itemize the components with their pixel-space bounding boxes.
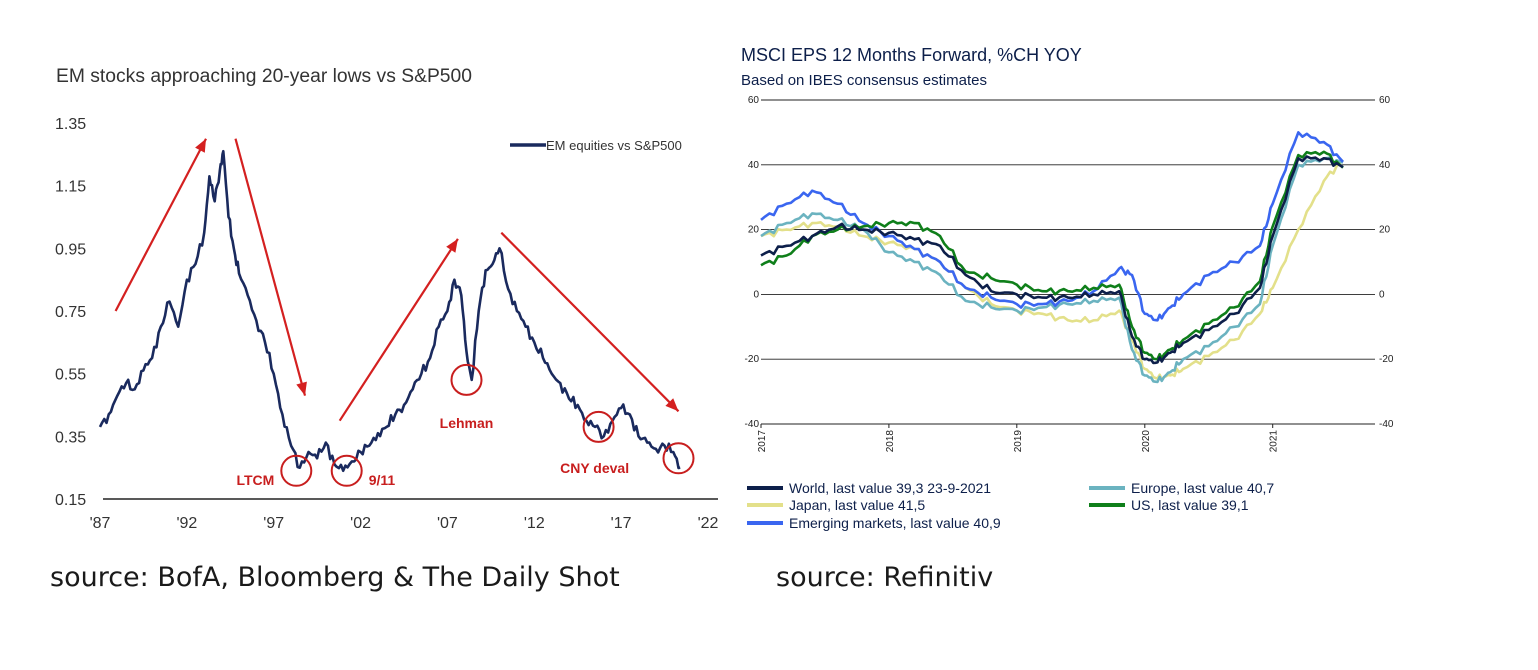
annotation-label: CNY deval: [560, 460, 629, 476]
legend-label: Emerging markets, last value 40,9: [789, 515, 1001, 531]
x-tick-label: 2021: [1269, 430, 1280, 453]
legend-item: World, last value 39,3 23-9-2021: [747, 480, 991, 496]
y-tick-label: 20: [1379, 225, 1391, 236]
y-tick-label: 60: [748, 95, 760, 106]
annotation-circle: [662, 442, 695, 475]
chart-title: MSCI EPS 12 Months Forward, %CH YOY: [741, 45, 1082, 65]
legend-item: Japan, last value 41,5: [747, 497, 925, 513]
trend-arrow: [500, 231, 680, 413]
em-vs-sp500-chart: EM stocks approaching 20-year lows vs S&…: [55, 66, 719, 532]
chart-subtitle: Based on IBES consensus estimates: [741, 72, 987, 89]
annotation-circle: [582, 410, 615, 443]
y-tick-label: -20: [1379, 354, 1394, 365]
x-tick-label: 2018: [885, 430, 896, 453]
msci-eps-chart: MSCI EPS 12 Months Forward, %CH YOY Base…: [741, 45, 1394, 531]
y-tick-label: -20: [745, 354, 760, 365]
legend-label: Europe, last value 40,7: [1131, 480, 1274, 496]
series-lines: [98, 149, 681, 473]
x-axis-ticks: 2017 2018 2019 2020 2021: [757, 424, 1280, 452]
x-tick-label: '97: [263, 515, 284, 532]
annotation-label: Lehman: [440, 415, 494, 431]
y-tick-label: 0.55: [55, 367, 86, 384]
legend-item: US, last value 39,1: [1089, 497, 1249, 513]
trend-arrow: [338, 238, 459, 422]
annotation-label: LTCM: [236, 472, 274, 488]
series-line: [760, 131, 1344, 322]
annotation-circle: [330, 454, 363, 487]
y-axis-ticks: 1.35 1.15 0.95 0.75 0.55 0.35 0.15: [55, 116, 86, 509]
x-tick-label: '07: [437, 515, 458, 532]
x-tick-label: '17: [611, 515, 632, 532]
y-tick-label: 1.15: [55, 179, 86, 196]
chart-title: EM stocks approaching 20-year lows vs S&…: [56, 66, 472, 87]
y-tick-label: -40: [745, 419, 760, 430]
x-tick-label: 2019: [1013, 430, 1024, 453]
series-line: [760, 158, 1344, 382]
legend-label: EM equities vs S&P500: [546, 138, 682, 153]
x-tick-label: '22: [698, 515, 719, 532]
y-axis-ticks-right: 60 40 20 0 -20 -40: [1379, 95, 1394, 430]
x-axis-ticks: '87 '92 '97 '02 '07 '12 '17 '22: [90, 515, 719, 532]
legend-label: US, last value 39,1: [1131, 497, 1249, 513]
legend: EM equities vs S&P500: [510, 138, 682, 153]
trend-arrows: [114, 138, 680, 422]
annotation-circle: [280, 454, 313, 487]
series-line: [760, 150, 1344, 361]
event-annotations: LTCM 9/11 Lehman CNY deval: [236, 363, 695, 488]
legend-label: World, last value 39,3 23-9-2021: [789, 480, 991, 496]
legend-label: Japan, last value 41,5: [789, 497, 925, 513]
y-tick-label: 1.35: [55, 116, 86, 133]
annotation-label: 9/11: [369, 472, 396, 488]
grid-lines: [761, 99, 1375, 425]
annotation-circle: [450, 363, 483, 396]
trend-arrow: [114, 138, 207, 312]
source-right: source: Refinitiv: [776, 562, 994, 593]
y-tick-label: 0.35: [55, 429, 86, 446]
y-tick-label: 60: [1379, 95, 1391, 106]
legend-item: Emerging markets, last value 40,9: [747, 515, 1001, 531]
y-tick-label: 40: [1379, 160, 1391, 171]
trend-arrow: [234, 138, 307, 396]
y-tick-label: 0.15: [55, 492, 86, 509]
y-tick-label: -40: [1379, 419, 1394, 430]
x-tick-label: '87: [90, 515, 111, 532]
y-tick-label: 0.95: [55, 241, 86, 258]
legend-item: Europe, last value 40,7: [1089, 480, 1274, 496]
series-lines: [760, 131, 1344, 384]
series-line: [760, 156, 1344, 384]
y-axis-ticks-left: 60 40 20 0 -20 -40: [745, 95, 760, 430]
source-left: source: BofA, Bloomberg & The Daily Shot: [50, 562, 620, 593]
y-tick-label: 40: [748, 160, 760, 171]
series-line: [760, 155, 1344, 365]
x-tick-label: '02: [350, 515, 371, 532]
x-tick-label: '12: [524, 515, 545, 532]
series-line: [98, 149, 681, 473]
y-tick-label: 0.75: [55, 304, 86, 321]
x-tick-label: 2020: [1141, 430, 1152, 453]
y-tick-label: 0: [753, 289, 759, 300]
x-tick-label: '92: [176, 515, 197, 532]
y-tick-label: 0: [1379, 289, 1385, 300]
x-tick-label: 2017: [757, 430, 768, 453]
y-tick-label: 20: [748, 225, 760, 236]
